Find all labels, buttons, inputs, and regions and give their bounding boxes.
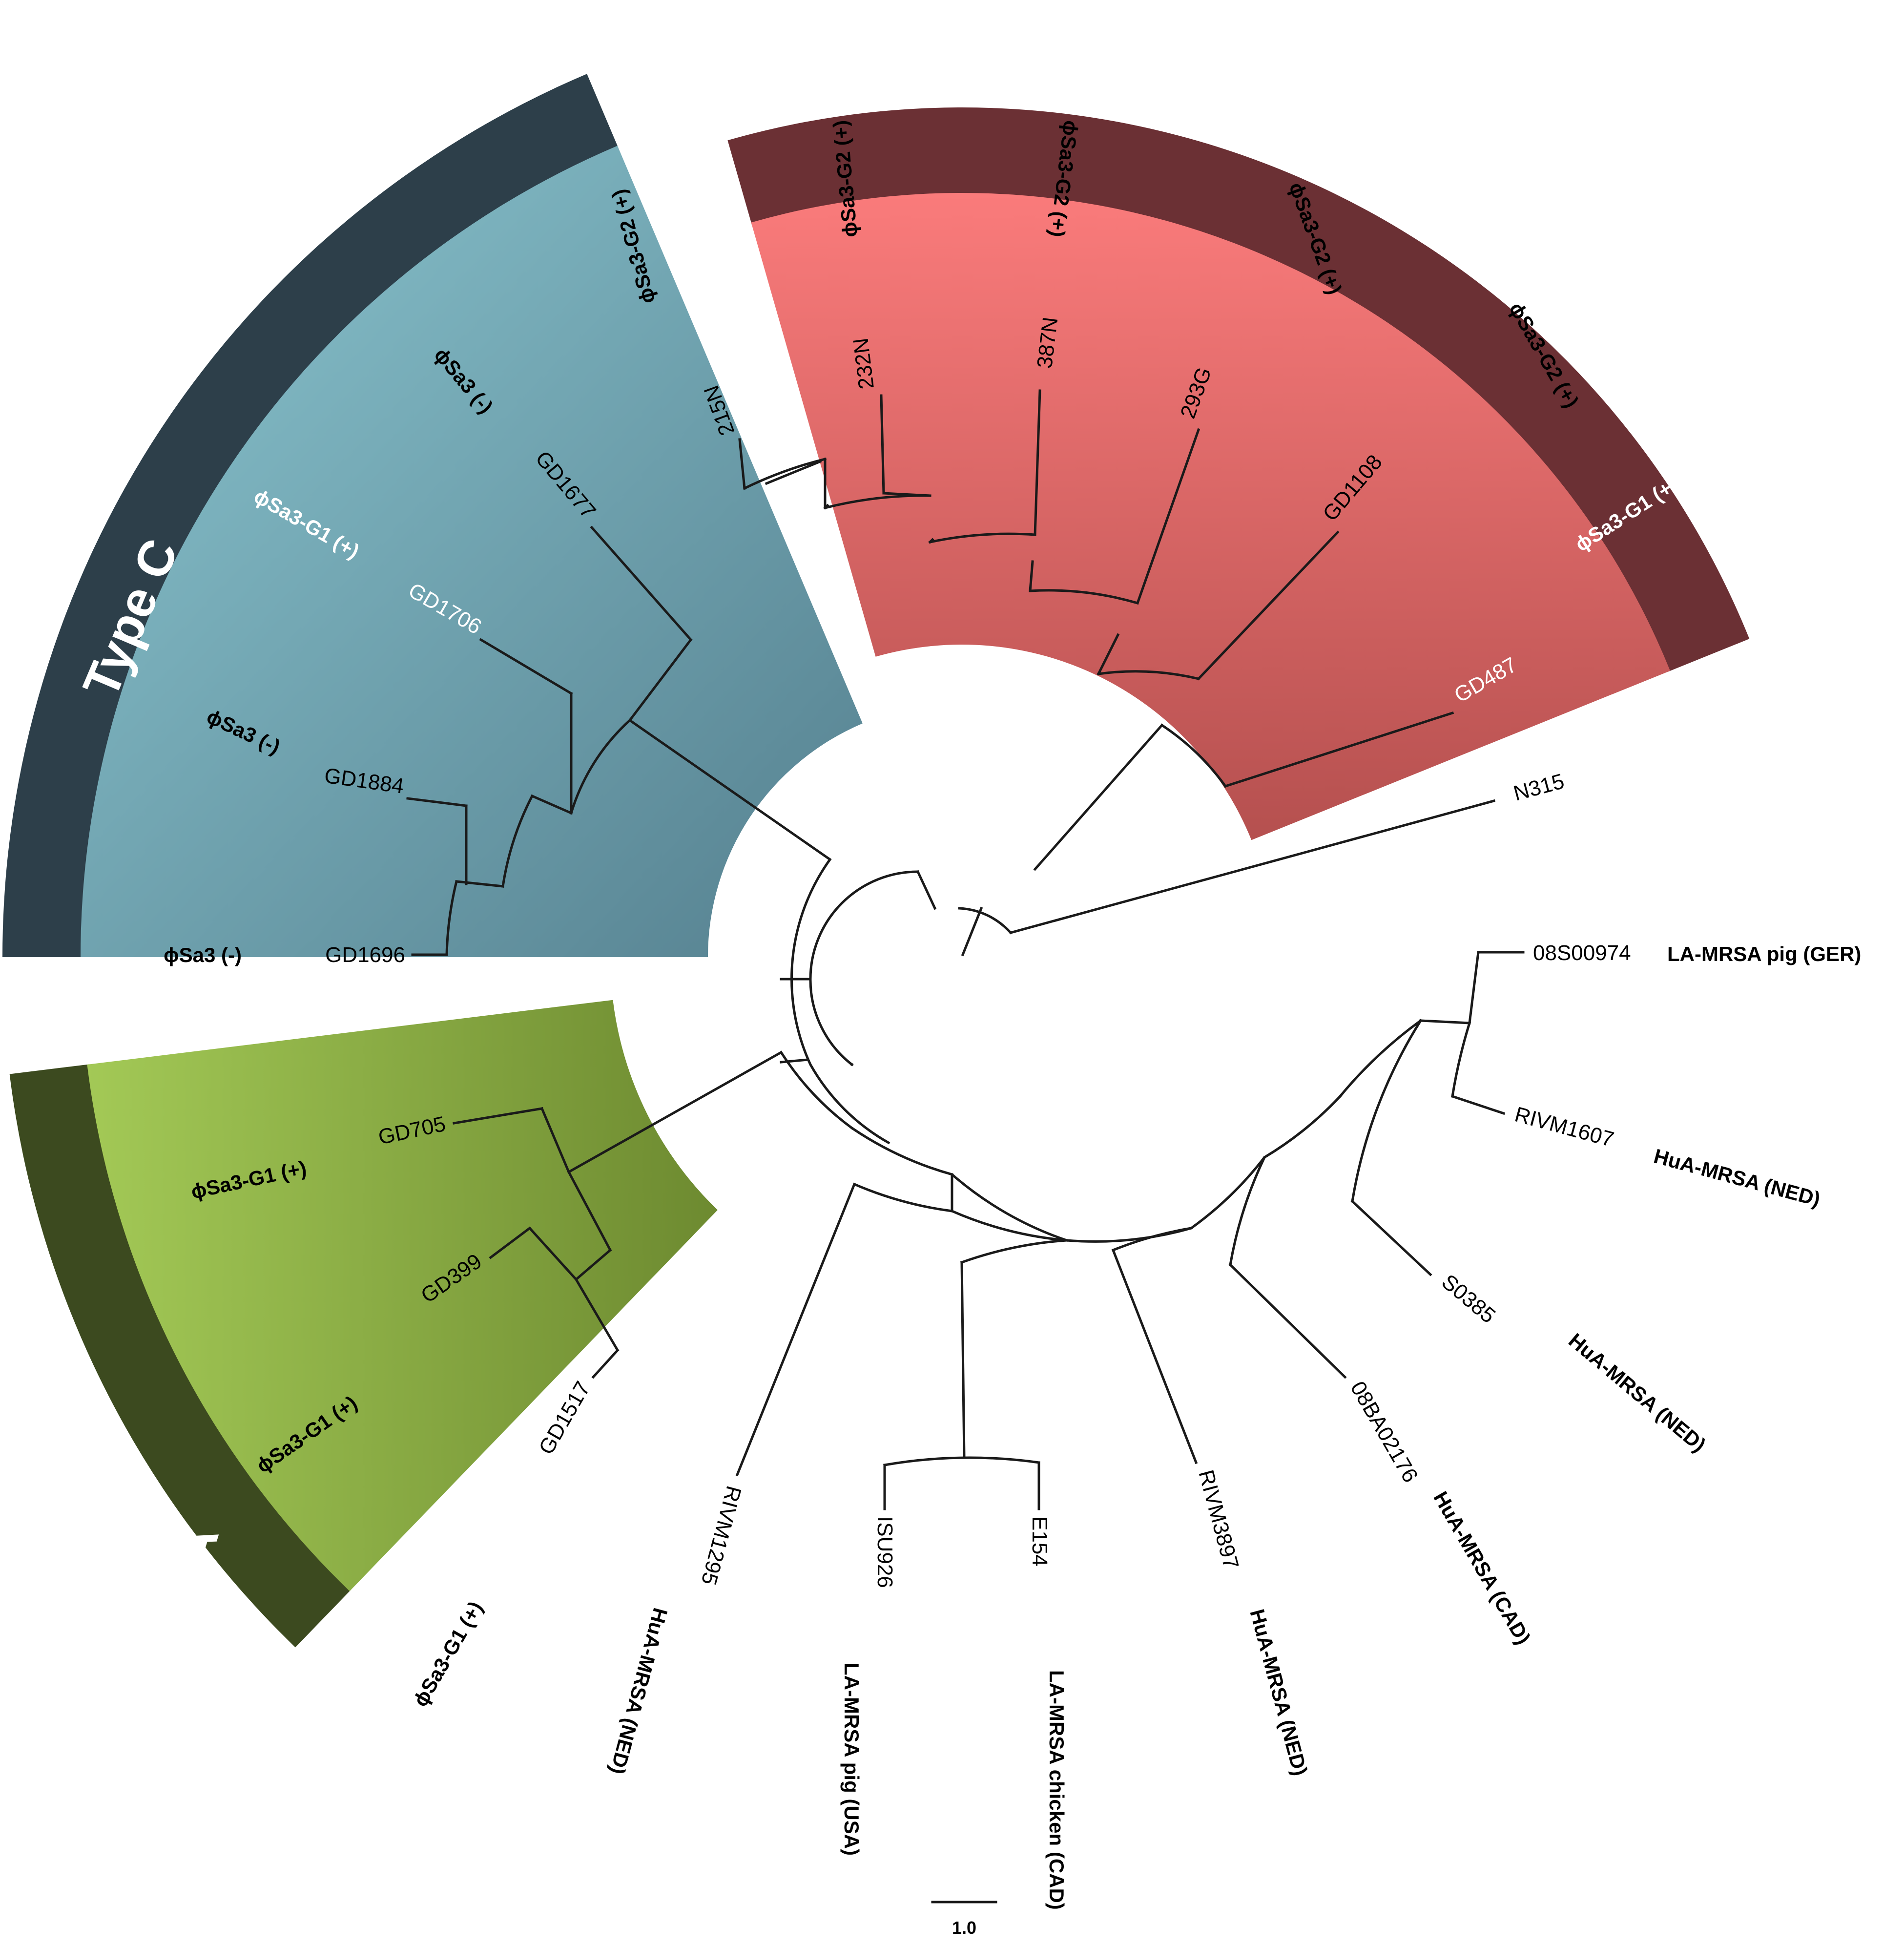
branch: [880, 394, 885, 495]
branch: [453, 1107, 543, 1125]
leaf-label-gd1696: GD1696: [325, 943, 405, 967]
branch: [567, 1050, 783, 1174]
branch: [765, 460, 822, 485]
branch: [628, 718, 832, 861]
branch: [1419, 1019, 1471, 1025]
branch: [1468, 951, 1480, 1025]
annot-s0385: HuA-MRSA (NED): [1564, 1329, 1710, 1456]
branch: [779, 1050, 854, 1130]
branch: [1029, 589, 1139, 605]
tree-branches: [406, 389, 1525, 1510]
leaf-label-rivm1607: RIVM1607: [1512, 1102, 1616, 1151]
branch: [530, 794, 573, 815]
branch: [958, 907, 1013, 935]
annot-rivm1295: HuA-MRSA (NED): [606, 1606, 672, 1777]
leaf-label-rivm1295: RIVM1295: [697, 1483, 746, 1587]
branch: [591, 1348, 620, 1379]
branch: [929, 532, 1036, 544]
branch: [809, 870, 919, 1067]
branch: [1136, 428, 1200, 605]
branch: [960, 1239, 1068, 1264]
branch: [489, 1226, 532, 1259]
branch: [738, 438, 746, 490]
branch: [1197, 530, 1340, 681]
branch: [1350, 1199, 1432, 1276]
leaf-label-08s00974: 08S00974: [1533, 941, 1631, 965]
branch: [1097, 670, 1200, 681]
branch: [1223, 711, 1454, 788]
branch: [1029, 560, 1034, 592]
branch: [406, 797, 468, 807]
branch: [882, 492, 931, 497]
branch: [528, 1226, 578, 1281]
branch: [569, 718, 632, 815]
annot-rivm1607: HuA-MRSA (NED): [1652, 1144, 1823, 1211]
branch: [780, 1058, 809, 1064]
annot-rivm3897: HuA-MRSA (NED): [1245, 1607, 1312, 1778]
type-b-band: [727, 107, 1750, 672]
branch: [883, 1456, 1040, 1466]
branch: [960, 1261, 966, 1459]
type-b-fill: [751, 192, 1671, 840]
branch: [850, 1094, 1342, 1243]
branch: [567, 1170, 612, 1252]
type-a-band: [9, 1064, 352, 1648]
leaf-label-isu926: ISU926: [873, 1516, 897, 1588]
scale-bar: 1.0: [931, 1901, 997, 1938]
branch: [916, 870, 937, 910]
branch: [590, 525, 693, 642]
type-a-title: Type A: [128, 1520, 230, 1693]
branch: [1111, 1227, 1193, 1252]
branch: [1450, 1094, 1506, 1115]
branch: [790, 858, 890, 1145]
branch: [1034, 389, 1041, 536]
leaf-label-n315: N315: [1511, 769, 1567, 806]
branch: [1033, 723, 1164, 871]
branch: [479, 638, 573, 695]
branch: [1160, 723, 1227, 788]
branch: [1111, 1248, 1198, 1465]
clade-sectors: [2, 74, 1750, 1648]
branch: [928, 538, 934, 544]
leaf-label-rivm3897: RIVM3897: [1194, 1467, 1243, 1571]
branch: [628, 638, 693, 722]
annot-gd1517: ϕSa3-G1 (+): [409, 1597, 487, 1711]
branch: [540, 1107, 571, 1174]
branch: [1351, 1019, 1423, 1203]
type-b-title: Type B: [1142, 9, 1317, 105]
branch: [1097, 633, 1120, 676]
annot-isu926: LA-MRSA pig (USA): [840, 1663, 863, 1856]
annot-08s00974: LA-MRSA pig (GER): [1667, 942, 1861, 965]
branch: [1451, 1021, 1471, 1098]
branch: [455, 880, 504, 888]
branch: [735, 1182, 856, 1477]
branch: [574, 1277, 620, 1352]
branch: [961, 906, 983, 957]
leaf-label-08ba02176: 08BA02176: [1345, 1378, 1422, 1487]
annot-gd1696: ϕSa3 (-): [164, 943, 242, 966]
branch: [743, 457, 827, 490]
leaf-label-e154: E154: [1028, 1516, 1052, 1567]
branch: [1228, 1263, 1347, 1379]
type-c-band: [2, 74, 619, 957]
type-c-fill: [81, 146, 863, 957]
branch: [1229, 1155, 1266, 1266]
annot-e154: LA-MRSA chicken (CAD): [1045, 1670, 1068, 1910]
branch: [852, 1182, 1068, 1242]
type-a-fill: [87, 1000, 718, 1591]
branch: [445, 879, 458, 956]
scale-bar-label: 1.0: [952, 1918, 976, 1938]
leaf-label-s0385: S0385: [1437, 1270, 1500, 1328]
branch: [1009, 799, 1496, 935]
branch: [1338, 1019, 1423, 1098]
branch: [574, 1248, 612, 1281]
branch: [501, 794, 534, 888]
annot-08ba02176: HuA-MRSA (CAD): [1429, 1487, 1535, 1648]
